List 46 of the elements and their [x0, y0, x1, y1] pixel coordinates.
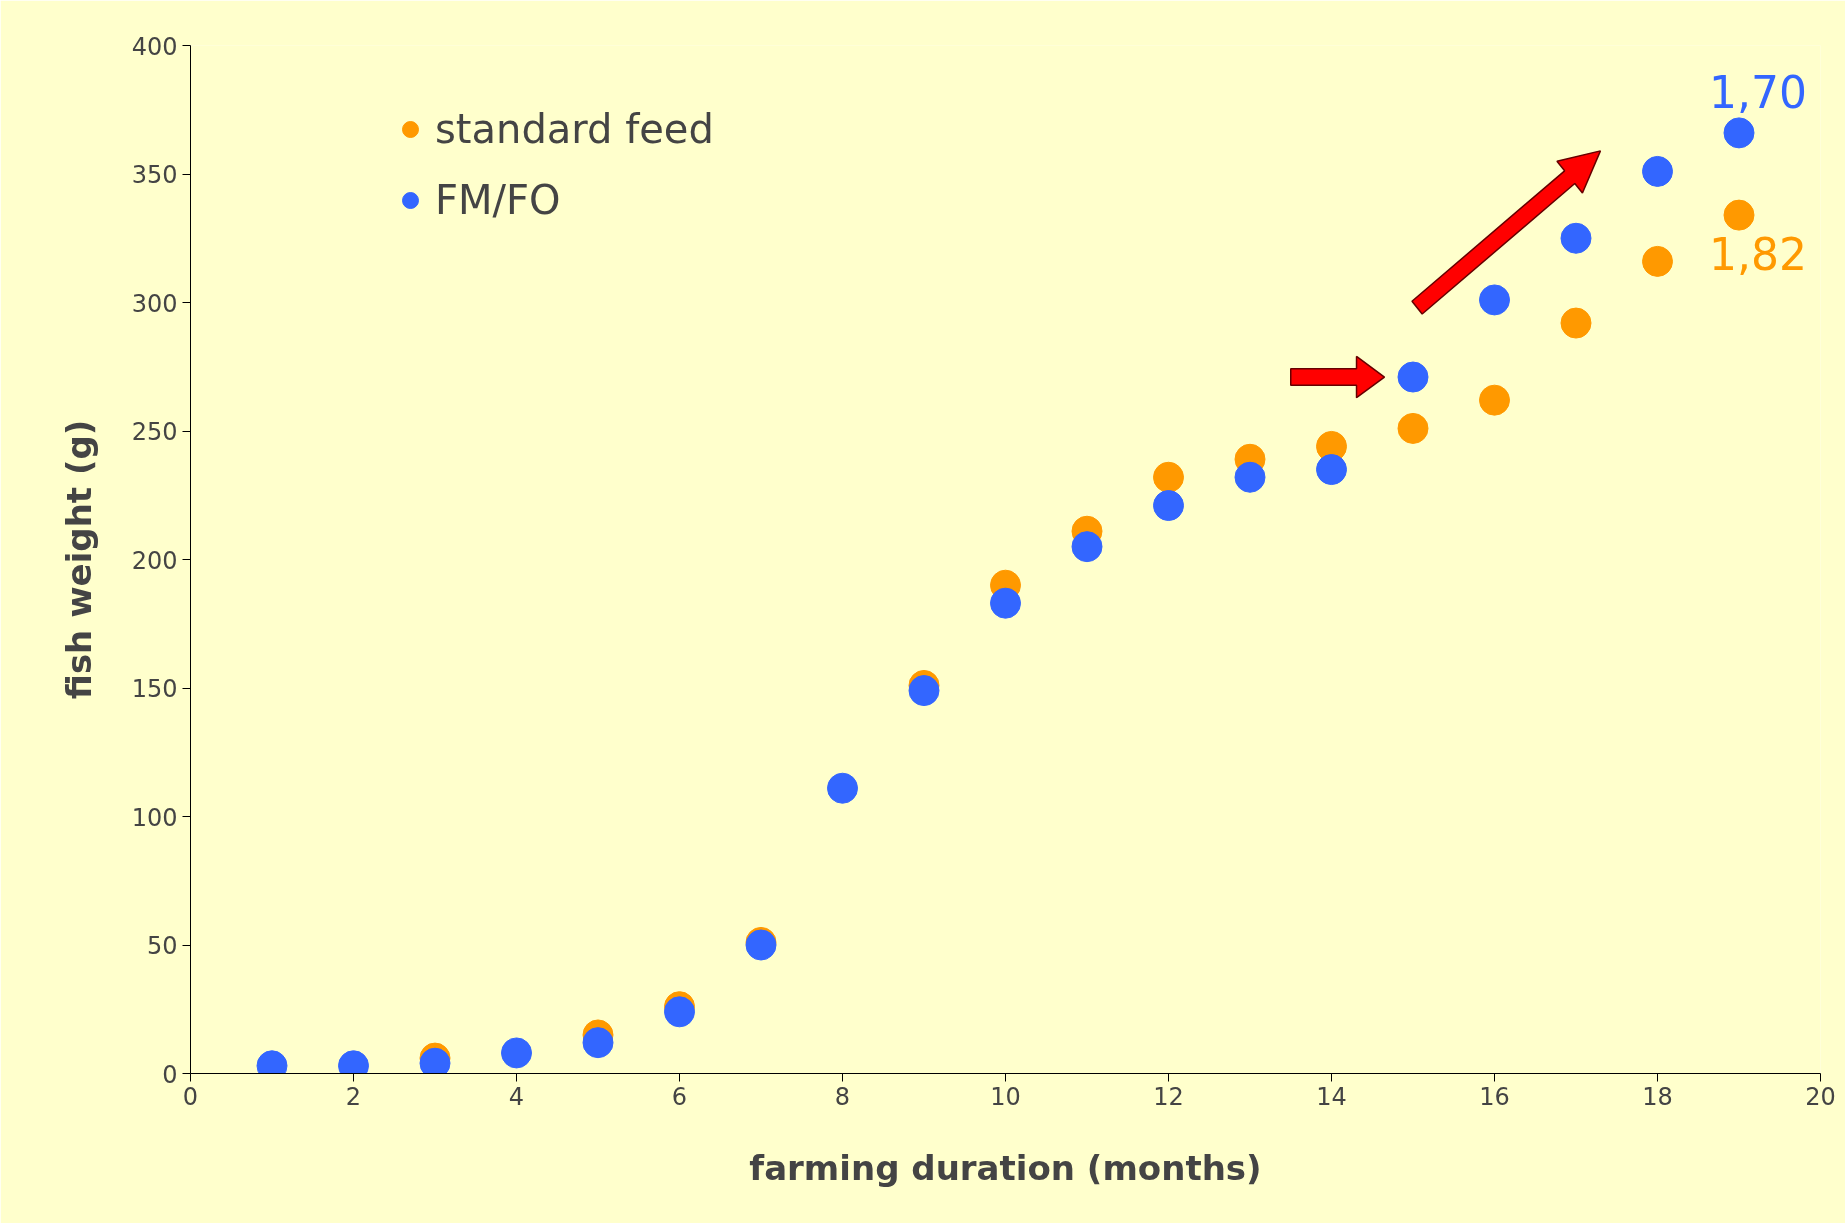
point — [1642, 155, 1673, 187]
x-tick-label: 16 — [1479, 1082, 1510, 1111]
annotation: 1,70 — [1709, 66, 1807, 118]
legend-label: standard feed — [435, 106, 714, 152]
point — [1642, 245, 1673, 277]
legend-label: FM/FO — [435, 177, 561, 223]
point — [1479, 284, 1510, 316]
x-tick-label: 0 — [182, 1082, 199, 1111]
y-tick-label: 250 — [131, 418, 178, 446]
x-tick-label: 10 — [990, 1082, 1021, 1111]
x-tick-label: 14 — [1316, 1082, 1347, 1111]
y-tick-label: 200 — [131, 546, 178, 575]
point — [1397, 412, 1429, 444]
point — [1397, 361, 1429, 393]
x-tick-label: 2 — [345, 1082, 362, 1111]
point — [1234, 461, 1266, 493]
point — [908, 675, 940, 707]
point — [990, 587, 1021, 619]
x-tick-label: 6 — [671, 1082, 688, 1111]
point — [1479, 384, 1510, 416]
y-tick-label: 50 — [146, 932, 178, 960]
x-tick-label: 12 — [1153, 1082, 1184, 1111]
point — [1316, 454, 1347, 486]
x-tick-label: 4 — [508, 1082, 525, 1111]
x-tick-label: 18 — [1642, 1082, 1673, 1111]
annotation: 1,82 — [1709, 229, 1807, 281]
x-tick-label: 8 — [834, 1082, 851, 1111]
point — [1723, 199, 1755, 231]
y-tick-label: 300 — [131, 289, 178, 318]
point — [827, 772, 858, 804]
point — [1560, 222, 1592, 254]
point — [1723, 117, 1755, 149]
x-tick-label: 20 — [1805, 1082, 1836, 1111]
y-tick-label: 0 — [162, 1060, 178, 1089]
x-axis-title: farming duration (months) — [749, 1147, 1262, 1188]
y-tick-label: 100 — [131, 803, 178, 832]
point — [582, 1027, 614, 1059]
y-tick-label: 400 — [131, 32, 178, 61]
y-axis-title: fish weight (g) — [58, 419, 99, 700]
point — [501, 1037, 532, 1069]
y-tick-label: 350 — [131, 161, 178, 189]
point — [1153, 461, 1184, 493]
y-tick-label: 150 — [131, 675, 178, 703]
point — [1153, 490, 1184, 521]
point — [1071, 531, 1103, 563]
point — [1560, 307, 1592, 339]
